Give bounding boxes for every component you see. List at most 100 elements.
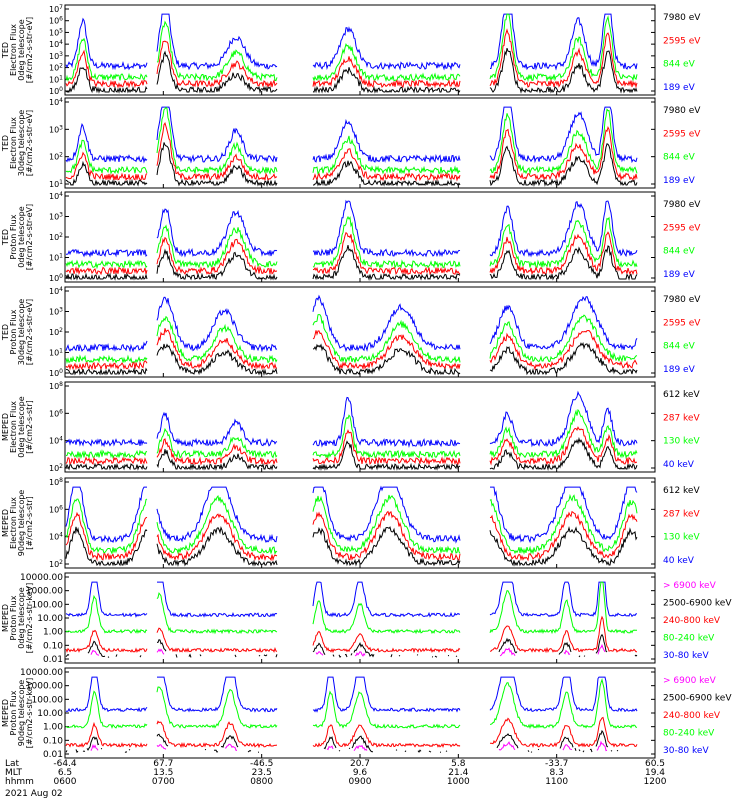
series-line	[65, 106, 638, 164]
legend-label: 844 eV	[663, 247, 696, 257]
legend-label: 80-240 keV	[663, 729, 715, 739]
x-tick-label-mlt: 19.4	[645, 768, 665, 778]
y-tick-label: 10.00	[37, 709, 63, 719]
y-tick-label: 0.10	[43, 736, 63, 746]
x-tick-label-hhmm: 1100	[545, 777, 568, 787]
y-tick-label: 100	[49, 86, 63, 96]
legend-label: 80-240 keV	[663, 634, 715, 644]
legend-label: 189 eV	[663, 270, 696, 280]
y-tick-label: 107	[49, 4, 63, 14]
y-tick-label: 0.10	[43, 641, 63, 651]
y-tick-label: 102	[49, 463, 63, 473]
series-line	[65, 328, 638, 371]
y-tick-label: 106	[49, 504, 63, 514]
y-tick-label: 1000.00	[26, 682, 63, 692]
y-axis-label: MEPEDProton Flux0deg telescope[#/cm2-s-s…	[1, 583, 34, 654]
y-axis-label: TEDProton Flux30deg telescope[#/cm2-s-st…	[1, 299, 34, 366]
series-line	[65, 28, 638, 89]
y-tick-label: 108	[49, 381, 63, 391]
y-tick-label: 104	[49, 532, 63, 542]
legend-label: 7980 eV	[663, 200, 701, 210]
series-line	[65, 676, 638, 713]
legend-label: 40 keV	[663, 556, 695, 566]
series-line	[65, 525, 638, 567]
y-tick-label: 103	[49, 51, 63, 61]
series-line	[65, 13, 638, 83]
y-axis-label: TEDElectron Flux30deg telescope[#/cm2-s-…	[1, 110, 34, 177]
x-axis-row-label: hhmm	[5, 777, 34, 787]
legend-label: 844 eV	[663, 342, 696, 352]
series-line	[65, 122, 638, 182]
x-tick-label-hhmm: 1000	[447, 777, 470, 787]
series-line	[65, 716, 638, 749]
legend-label: 7980 eV	[663, 13, 701, 23]
series-line	[65, 581, 638, 618]
x-axis-labels: LatMLThhmm-64.46.5060067.713.50700-46.52…	[5, 759, 667, 799]
series-line	[65, 426, 637, 466]
plot-frame	[64, 97, 656, 189]
panel-8: 10000.00 1000.00 100.00 10.00 1.00 0.10 0.01 ME…	[1, 667, 732, 760]
plot-frame	[64, 477, 656, 569]
series-line	[65, 510, 638, 562]
x-tick-label-mlt: 9.6	[353, 768, 368, 778]
y-tick-label: 10000.00	[20, 573, 63, 583]
panel-7: 10000.00 1000.00 100.00 10.00 1.00 0.10 0.01 ME…	[1, 572, 732, 665]
y-tick-label: 106	[49, 16, 63, 26]
y-tick-label: 103	[49, 212, 63, 222]
legend-label: 2500-6900 keV	[663, 599, 732, 609]
panel-4: 100 101 102 103 104 TEDProton Flux30deg teles…	[1, 286, 701, 378]
series-line	[65, 294, 638, 353]
x-tick-label-lat: -46.5	[250, 759, 273, 769]
legend-label: 130 keV	[663, 533, 700, 543]
y-tick-label: 0.01	[43, 750, 63, 760]
panel-5: 102 104 106 108 MEPEDElectron Flux0deg teles…	[1, 381, 700, 473]
y-tick-label: 101	[49, 348, 63, 358]
date-label: 2021 Aug 02	[5, 789, 63, 799]
legend-label: 844 eV	[663, 60, 696, 70]
x-tick-label-lat: -64.4	[53, 759, 77, 769]
y-tick-label: 1000.00	[26, 587, 63, 597]
legend-label: > 6900 keV	[663, 676, 717, 686]
x-tick-label-hhmm: 0600	[54, 777, 77, 787]
y-tick-label: 10000.00	[20, 668, 63, 678]
series-line	[65, 244, 638, 281]
y-tick-label: 104	[49, 286, 63, 296]
y-tick-label: 101	[49, 74, 63, 84]
series-line	[65, 408, 638, 460]
series-line	[65, 390, 638, 448]
x-tick-label-lat: 67.7	[153, 759, 173, 769]
x-tick-label-mlt: 13.5	[153, 768, 173, 778]
x-tick-label-lat: 60.5	[645, 759, 665, 769]
series-line	[65, 581, 637, 635]
legend-label: 2595 eV	[663, 129, 701, 139]
x-tick-label-lat: 20.7	[350, 759, 370, 769]
y-tick-label: 100.00	[32, 695, 64, 705]
legend-label: 612 keV	[663, 390, 700, 400]
series-line	[65, 313, 638, 365]
legend-label: 189 eV	[663, 83, 696, 93]
plot-frame	[64, 572, 656, 664]
series-line	[65, 678, 638, 730]
legend-label: 287 keV	[663, 509, 700, 519]
series-line	[65, 231, 638, 276]
y-tick-label: 100	[49, 273, 63, 283]
series-line	[65, 142, 638, 187]
legend-label: > 6900 keV	[663, 581, 717, 591]
series-line	[65, 215, 638, 270]
y-tick-label: 1.00	[43, 723, 63, 733]
series-line	[65, 13, 638, 71]
legend-label: 2595 eV	[663, 36, 701, 46]
y-tick-label: 102	[49, 152, 63, 162]
series-line	[65, 47, 638, 94]
series-line	[90, 740, 608, 752]
y-tick-label: 103	[49, 124, 63, 134]
panel-6: 102 104 106 108 MEPEDElectron Flux90deg tele…	[1, 477, 700, 569]
y-tick-label: 1.00	[43, 628, 63, 638]
x-axis-row-label: MLT	[5, 768, 23, 778]
y-tick-label: 104	[49, 39, 63, 49]
series-line	[65, 342, 638, 376]
legend-label: 2595 eV	[663, 223, 701, 233]
y-tick-label: 101	[49, 179, 63, 189]
